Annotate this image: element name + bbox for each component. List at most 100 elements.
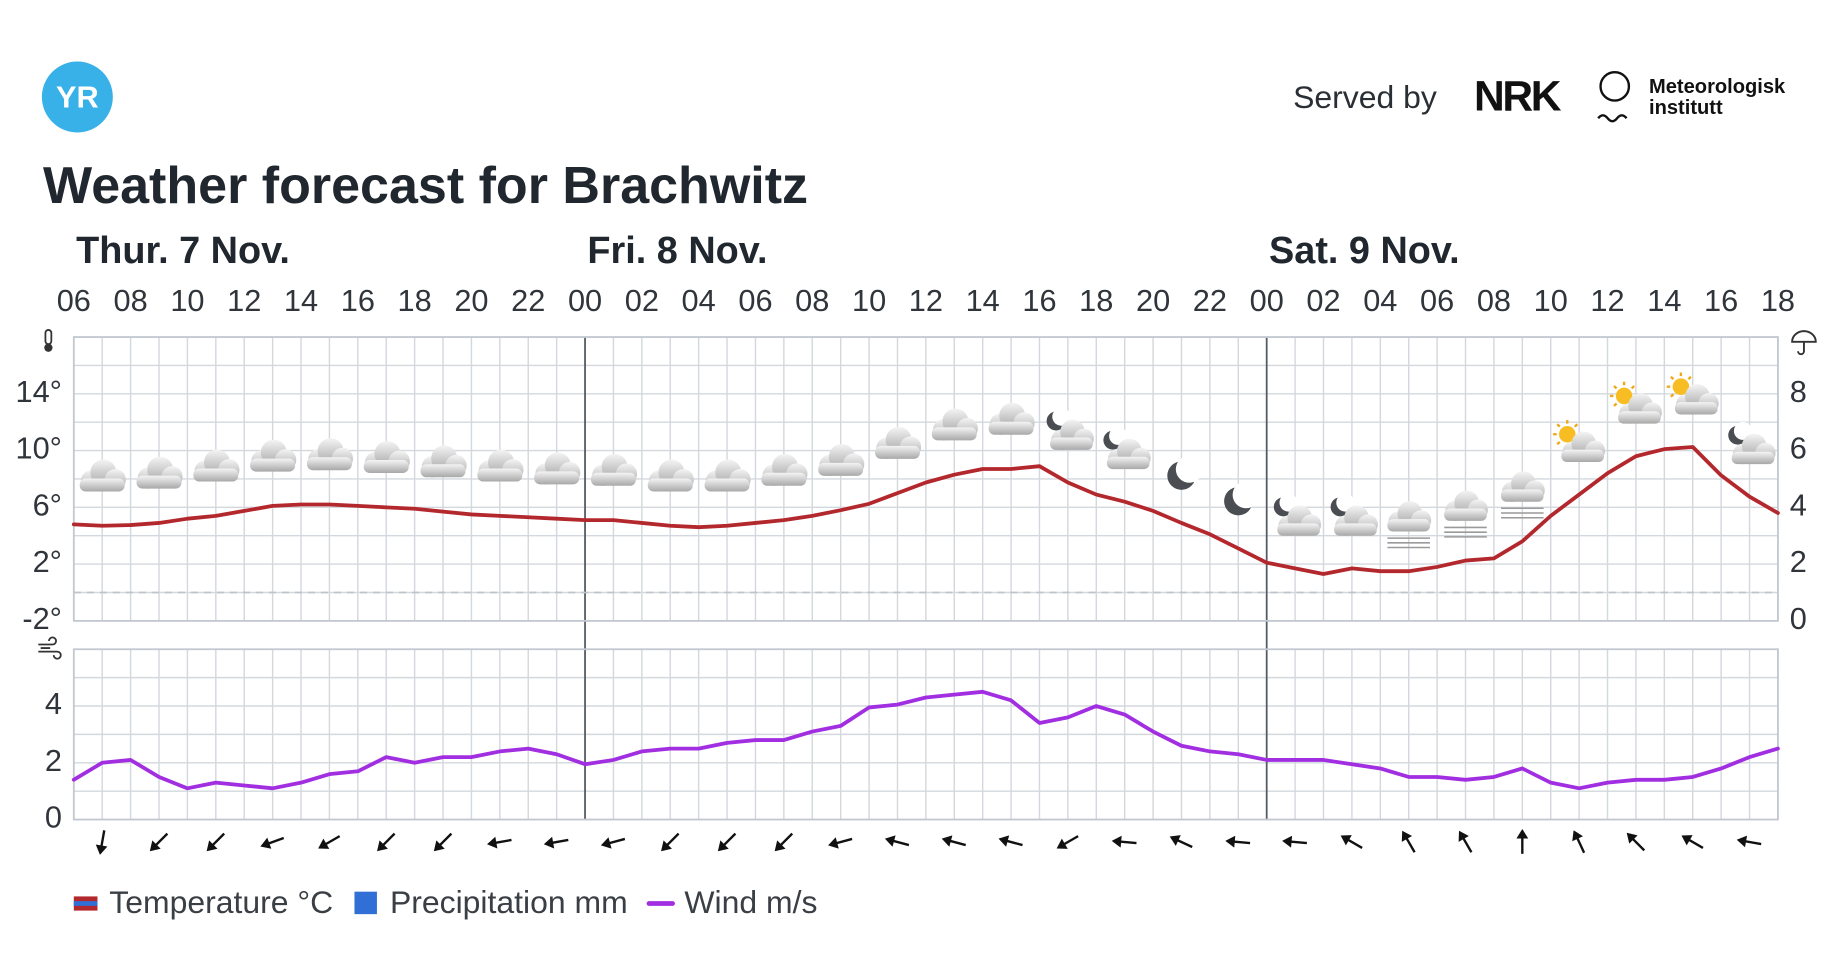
y-tick-label: 6° (33, 487, 62, 522)
nrk-logo[interactable]: NRK (1474, 73, 1564, 121)
weather-symbol (1330, 493, 1378, 536)
arrow-head (1169, 835, 1181, 846)
hour-label: 18 (1761, 283, 1795, 318)
icon-part (44, 329, 53, 346)
wind-arrow (1458, 830, 1473, 853)
wind-icon (38, 636, 62, 660)
arrow-head (1282, 835, 1293, 848)
hour-label: 02 (625, 283, 659, 318)
arrow-head (260, 837, 272, 849)
arrow-head (206, 840, 218, 852)
arrow-head (377, 840, 388, 852)
thermometer-icon (44, 329, 53, 352)
wind-arrow (828, 837, 853, 849)
weather-symbol (1609, 381, 1662, 424)
icon-part (1791, 330, 1817, 343)
hour-label: 08 (795, 283, 829, 318)
cloud-part (1444, 508, 1487, 521)
legend-swatch (354, 891, 377, 915)
legend-item: Wind m/s (646, 884, 817, 920)
wind-arrow (1111, 835, 1137, 848)
hour-label: 16 (1022, 283, 1056, 318)
moon-cut (1175, 455, 1203, 483)
legend-label: Wind m/s (684, 884, 817, 920)
legend-label: Precipitation mm (390, 884, 628, 920)
weather-symbol (534, 452, 581, 485)
sun-ray (1670, 393, 1675, 398)
legend-label: Temperature °C (109, 884, 333, 920)
hour-label: 08 (1477, 283, 1511, 318)
hour-label: 16 (341, 283, 375, 318)
wind-arrow (1401, 830, 1416, 853)
hour-label: 14 (966, 283, 1000, 318)
plot: 06 08 10 12 14 16 18 20 22 00 02 04 06 08 10 12 14 16 18 20… (15, 230, 1806, 920)
arrow-head (1401, 830, 1413, 842)
icon-part (44, 343, 53, 352)
arrow-head (828, 837, 839, 849)
cloud-part (1618, 411, 1661, 424)
served-by: Served by (1293, 79, 1437, 115)
wind-arrow (600, 837, 626, 849)
met-logo[interactable]: Meteorologisk institutt (1597, 70, 1786, 123)
plot-border (72, 336, 1779, 622)
legend-item: Precipitation mm (354, 884, 628, 920)
wind-arrow (95, 830, 108, 855)
y2-tick-label: 0 (1790, 601, 1807, 636)
arrow-head (487, 836, 498, 849)
arrow-head (600, 837, 612, 849)
arrow-head (1225, 835, 1236, 848)
series-line (71, 689, 1780, 791)
wind-arrow (774, 832, 794, 852)
sun (1672, 378, 1690, 395)
yr-logo[interactable]: YR (41, 61, 113, 133)
arrow-head (661, 840, 672, 852)
y-tick-label: 4 (45, 686, 62, 721)
chart-title: Weather forecast for Brachwitz (43, 157, 808, 215)
arrow-head (1111, 835, 1122, 848)
met-wave (1597, 114, 1628, 123)
cloud-part (420, 464, 466, 478)
legend-swatch-stripe (73, 901, 98, 906)
wind-arrow (206, 832, 226, 852)
cloud-part (363, 460, 409, 474)
y2-tick-label: 2 (1790, 544, 1807, 579)
arrow-head (149, 840, 161, 852)
weather-symbol (1444, 490, 1488, 538)
hour-label: 10 (1534, 283, 1568, 318)
sun-ray (1556, 440, 1561, 446)
wind-arrow (1681, 835, 1704, 849)
arrow-head (774, 840, 786, 852)
sun-ray (1687, 375, 1692, 381)
moon-cut (1336, 493, 1355, 512)
y-tick-label: 2° (33, 544, 62, 579)
wind-arrow (318, 835, 341, 849)
y-tick-label: 2 (45, 743, 62, 778)
wind-arrow (717, 832, 737, 852)
cloud-part (1050, 437, 1093, 450)
arrow-head (543, 836, 555, 849)
cloud-part (590, 472, 636, 486)
hour-label: 00 (568, 283, 602, 318)
y2-tick-label: 8 (1790, 374, 1807, 409)
moon-cut (1733, 421, 1752, 440)
cloud-part (1334, 523, 1377, 536)
weather-symbol (874, 426, 922, 459)
wind-arrow (884, 835, 910, 847)
weather-symbol (1500, 471, 1545, 519)
wind-arrow (433, 832, 453, 852)
weather-symbol (1224, 481, 1260, 516)
weather-symbol (590, 453, 638, 486)
hour-label: 12 (227, 283, 261, 318)
hour-label: 16 (1704, 283, 1738, 318)
arrow-head (318, 838, 330, 849)
cloud-part (1106, 456, 1150, 470)
arrow-head (95, 844, 108, 855)
arrow-head (1516, 829, 1529, 839)
cloud-part (1674, 402, 1718, 415)
cloud-part (1387, 519, 1431, 532)
hour-label: 04 (1363, 283, 1397, 318)
moon-cut (1109, 426, 1128, 445)
arrow-head (1626, 832, 1638, 844)
cloud-part (477, 468, 523, 482)
